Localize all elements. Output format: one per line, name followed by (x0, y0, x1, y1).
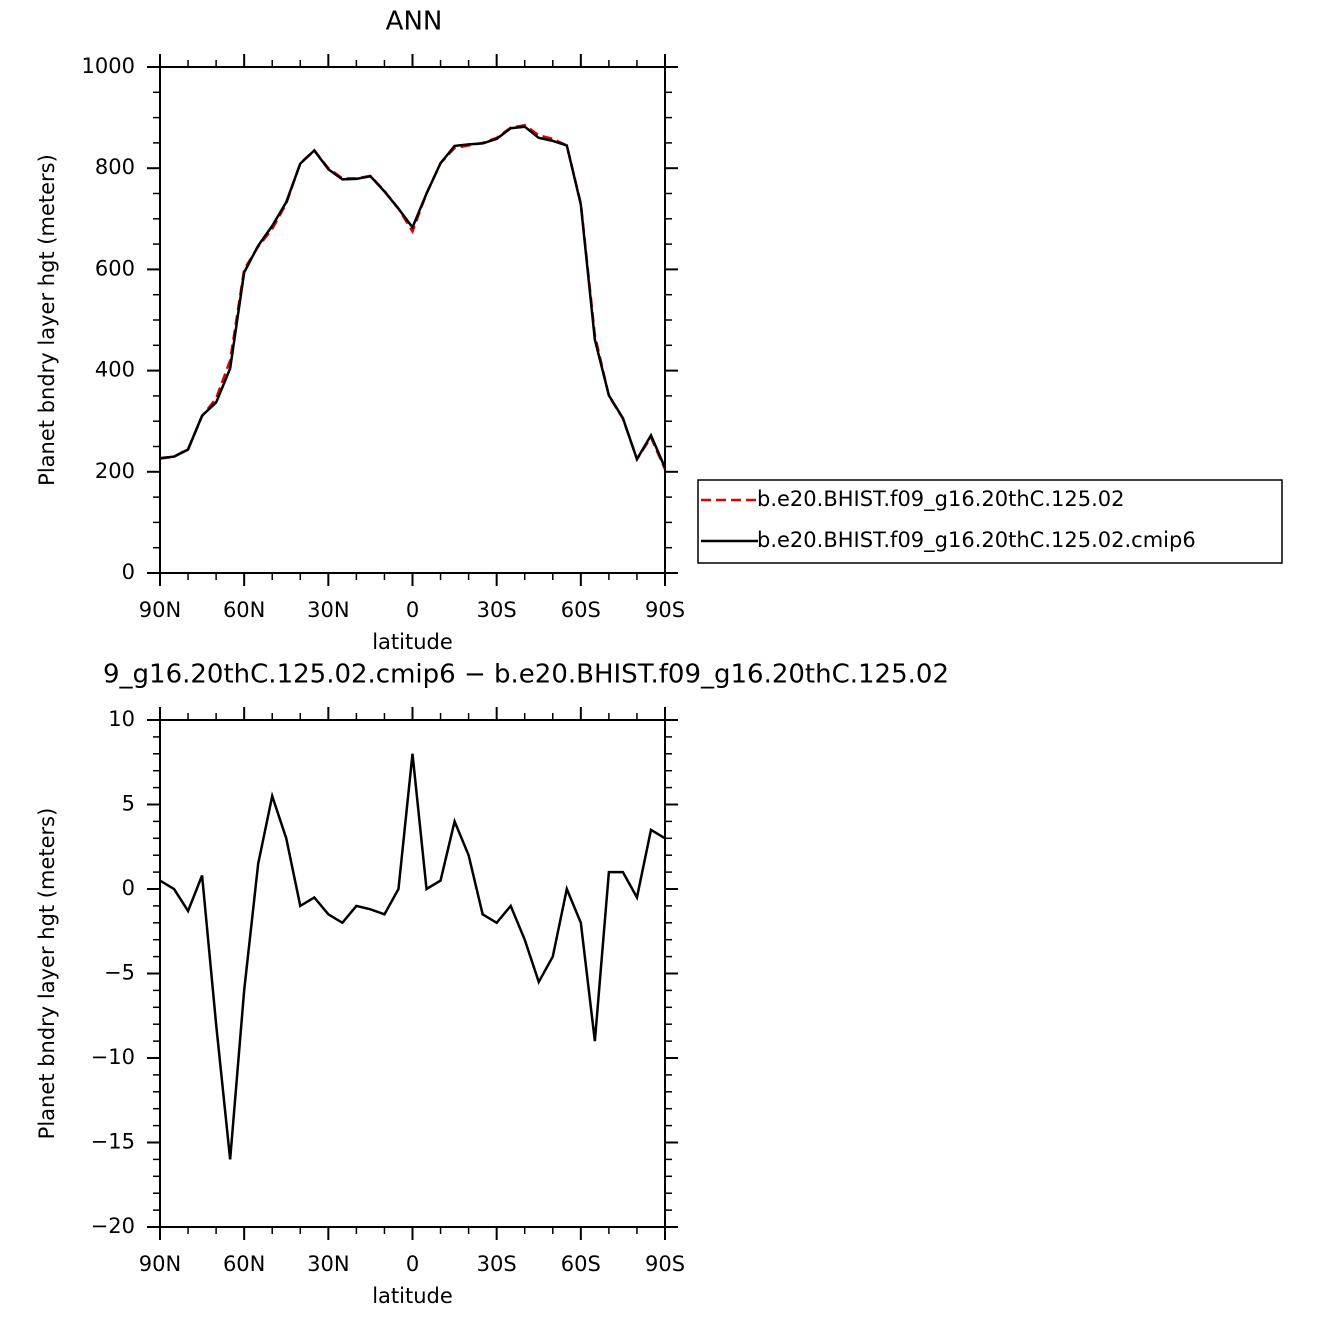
series-line (159, 753, 666, 1160)
x-tick-label: 90S (645, 1252, 685, 1276)
x-tick-label: 0 (406, 598, 419, 622)
y-tick-label: 1000 (82, 54, 135, 78)
y-tick-label: 0 (122, 560, 135, 584)
x-tick-label: 90N (139, 598, 181, 622)
x-tick-label: 30S (477, 1252, 517, 1276)
x-tick-label: 30N (307, 1252, 349, 1276)
x-axis-label: latitude (372, 1284, 453, 1308)
y-axis-label: Planet bndry layer hgt (meters) (35, 808, 59, 1140)
y-tick-label: 10 (108, 707, 135, 731)
x-tick-label: 60N (223, 598, 265, 622)
series-line (159, 123, 667, 470)
y-tick-label: −5 (104, 961, 135, 985)
x-axis-label: latitude (372, 630, 453, 654)
y-tick-label: −20 (91, 1214, 135, 1238)
series-line (159, 125, 667, 469)
y-tick-label: 0 (122, 876, 135, 900)
x-tick-label: 0 (406, 1252, 419, 1276)
legend-label: b.e20.BHIST.f09_g16.20thC.125.02 (757, 487, 1124, 512)
x-tick-label: 60S (561, 1252, 601, 1276)
x-tick-label: 30S (477, 598, 517, 622)
x-tick-label: 60S (561, 598, 601, 622)
y-tick-label: 800 (95, 155, 135, 179)
plot-frame (159, 719, 666, 1228)
y-tick-label: 600 (95, 256, 135, 280)
plot-frame (159, 66, 666, 574)
y-tick-label: 5 (122, 792, 135, 816)
chart-title: ANN (386, 7, 443, 37)
legend-box (697, 479, 1283, 564)
x-tick-label: 90N (139, 1252, 181, 1276)
legend-label: b.e20.BHIST.f09_g16.20thC.125.02.cmip6 (757, 528, 1196, 553)
x-tick-label: 90S (645, 598, 685, 622)
x-tick-label: 60N (223, 1252, 265, 1276)
y-tick-label: 200 (95, 459, 135, 483)
y-tick-label: −10 (91, 1045, 135, 1069)
chart-title: 9_g16.20thC.125.02.cmip6 − b.e20.BHIST.f… (103, 660, 949, 690)
y-tick-label: 400 (95, 358, 135, 382)
x-tick-label: 30N (307, 598, 349, 622)
y-axis-label: Planet bndry layer hgt (meters) (35, 154, 59, 486)
y-tick-label: −15 (91, 1130, 135, 1154)
